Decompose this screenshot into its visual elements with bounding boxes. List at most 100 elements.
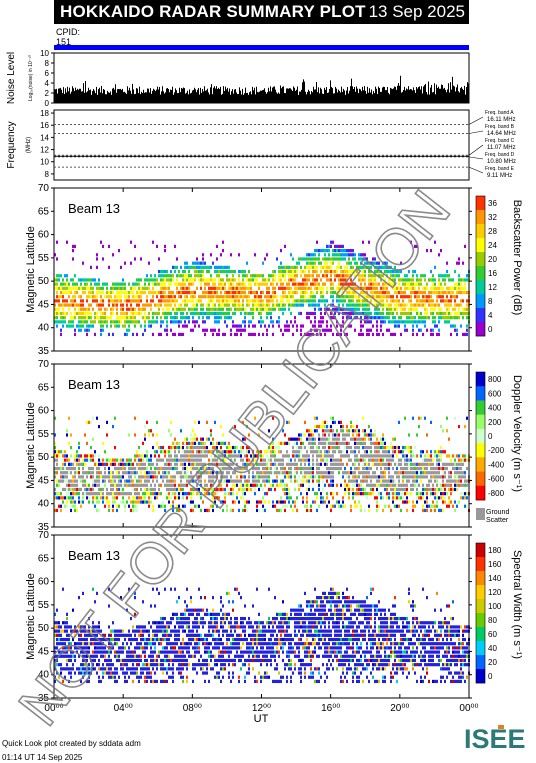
scatter-cell bbox=[120, 483, 122, 487]
scatter-cell bbox=[110, 295, 112, 299]
scatter-cell bbox=[396, 311, 398, 316]
scatter-cell bbox=[60, 466, 62, 471]
scatter-cell bbox=[172, 441, 174, 445]
scatter-cell bbox=[228, 454, 230, 458]
scatter-cell bbox=[342, 450, 344, 454]
scatter-cell bbox=[150, 471, 152, 475]
scatter-cell bbox=[394, 299, 396, 303]
scatter-cell bbox=[202, 316, 204, 320]
scatter-cell bbox=[448, 299, 450, 303]
scatter-cell bbox=[458, 274, 460, 278]
scatter-cell bbox=[376, 504, 378, 508]
scatter-cell bbox=[208, 450, 210, 454]
scatter-cell bbox=[258, 307, 260, 311]
scatter-cell bbox=[362, 240, 364, 244]
scatter-cell bbox=[296, 265, 298, 269]
scatter-cell bbox=[460, 303, 462, 307]
scatter-cell bbox=[416, 244, 418, 249]
scatter-cell bbox=[356, 504, 358, 508]
scatter-cell bbox=[274, 269, 276, 274]
scatter-cell bbox=[360, 437, 362, 441]
scatter-cell bbox=[236, 496, 238, 500]
scatter-cell bbox=[416, 462, 418, 466]
scatter-cell bbox=[162, 320, 164, 324]
scatter-cell bbox=[88, 483, 90, 487]
scatter-cell bbox=[158, 311, 160, 316]
scatter-cell bbox=[422, 458, 424, 462]
scatter-cell bbox=[390, 303, 392, 307]
scatter-cell bbox=[454, 466, 456, 471]
scatter-cell bbox=[76, 458, 78, 462]
scatter-cell bbox=[164, 508, 166, 513]
scatter-cell bbox=[260, 274, 262, 278]
scatter-cell bbox=[124, 316, 126, 320]
scatter-cell bbox=[392, 269, 394, 274]
scatter-cell bbox=[168, 299, 170, 303]
scatter-cell bbox=[318, 320, 320, 324]
scatter-cell bbox=[266, 328, 268, 332]
scatter-cell bbox=[210, 328, 212, 332]
scatter-cell bbox=[364, 462, 366, 466]
scatter-cell bbox=[364, 450, 366, 454]
scatter-cell bbox=[278, 458, 280, 462]
scatter-cell bbox=[136, 471, 138, 475]
scatter-cell bbox=[274, 504, 276, 508]
scatter-cell bbox=[240, 286, 242, 290]
scatter-cell bbox=[404, 500, 406, 504]
scatter-cell bbox=[278, 269, 280, 274]
scatter-cell bbox=[312, 324, 314, 328]
scatter-cell bbox=[352, 471, 354, 475]
scatter-cell bbox=[338, 307, 340, 311]
scatter-cell bbox=[268, 274, 270, 278]
freq-band-name: Freq. band B bbox=[485, 124, 515, 130]
scatter-cell bbox=[246, 466, 248, 471]
scatter-cell bbox=[438, 316, 440, 320]
scatter-cell bbox=[56, 299, 58, 303]
scatter-cell bbox=[372, 286, 374, 290]
scatter-cell bbox=[342, 429, 344, 433]
scatter-cell bbox=[450, 286, 452, 290]
scatter-cell bbox=[158, 471, 160, 475]
scatter-cell bbox=[364, 274, 366, 278]
scatter-cell bbox=[72, 249, 74, 253]
scatter-cell bbox=[236, 492, 238, 496]
scatter-cell bbox=[280, 249, 282, 253]
scatter-cell bbox=[422, 274, 424, 278]
scatter-cell bbox=[260, 462, 262, 466]
scatter-cell bbox=[126, 299, 128, 303]
scatter-cell bbox=[436, 500, 438, 504]
scatter-cell bbox=[230, 295, 232, 299]
scatter-cell bbox=[282, 269, 284, 274]
scatter-cell bbox=[64, 282, 66, 286]
scatter-cell bbox=[184, 299, 186, 303]
scatter-cell bbox=[304, 445, 306, 450]
scatter-cell bbox=[240, 324, 242, 328]
scatter-cell bbox=[340, 278, 342, 282]
scatter-cell bbox=[398, 487, 400, 492]
scatter-cell bbox=[420, 311, 422, 316]
scatter-cell bbox=[152, 445, 154, 450]
scatter-cell bbox=[342, 311, 344, 316]
scatter-cell bbox=[178, 269, 180, 274]
scatter-cell bbox=[342, 257, 344, 261]
scatter-cell bbox=[66, 504, 68, 508]
scatter-cell bbox=[232, 295, 234, 299]
scatter-cell bbox=[416, 466, 418, 471]
scatter-cell bbox=[146, 479, 148, 483]
scatter-cell bbox=[292, 274, 294, 278]
scatter-cell bbox=[276, 303, 278, 307]
scatter-cell bbox=[128, 320, 130, 324]
scatter-cell bbox=[150, 462, 152, 466]
scatter-cell bbox=[392, 295, 394, 299]
scatter-cell bbox=[190, 471, 192, 475]
scatter-cell bbox=[68, 290, 70, 295]
lat-tick-label: 55 bbox=[38, 429, 50, 440]
freq-band-value: 16.11 MHz bbox=[487, 117, 516, 123]
scatter-cell bbox=[180, 320, 182, 324]
scatter-cell bbox=[248, 450, 250, 454]
scatter-cell bbox=[54, 441, 56, 445]
scatter-cell bbox=[90, 320, 92, 324]
scatter-cell bbox=[354, 328, 356, 332]
scatter-cell bbox=[376, 311, 378, 316]
